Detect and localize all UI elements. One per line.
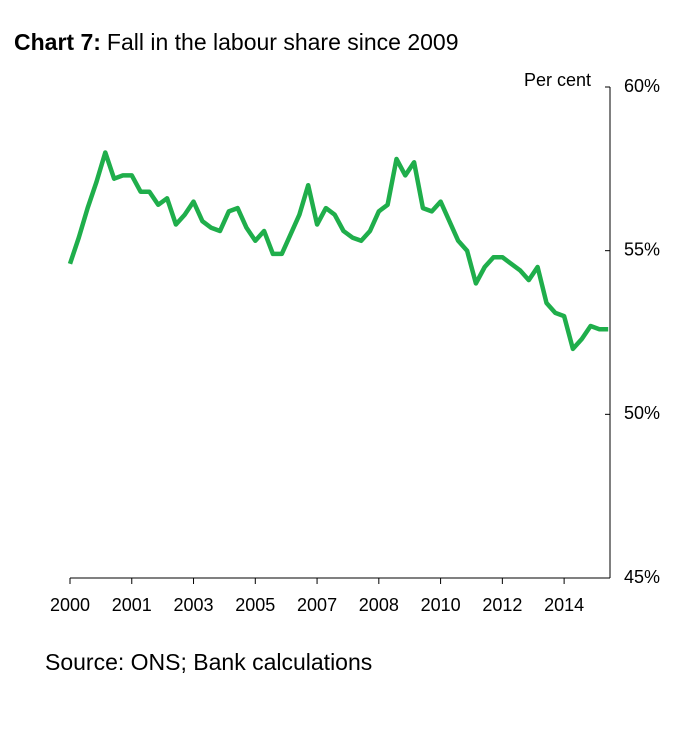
chart-title-label: Chart 7: [14,29,101,55]
y-tick-label: 50% [624,403,660,423]
y-tick-label: 60% [624,76,660,96]
y-axis-label: Per cent [524,70,591,90]
y-tick-label: 55% [624,239,660,259]
x-tick-label: 2000 [50,595,90,615]
x-tick-label: 2005 [235,595,275,615]
x-tick-label: 2010 [421,595,461,615]
x-tick-label: 2003 [174,595,214,615]
x-tick-label: 2014 [544,595,584,615]
x-tick-label: 2007 [297,595,337,615]
x-tick-label: 2008 [359,595,399,615]
x-tick-label: 2012 [482,595,522,615]
chart-title: Fall in the labour share since 2009 [107,29,459,55]
data-line [67,150,609,352]
x-tick-label: 2001 [112,595,152,615]
source-note: Source: ONS; Bank calculations [45,649,372,675]
chart-title-group: Chart 7: Fall in the labour share since 2… [14,29,459,55]
y-tick-label: 45% [624,567,660,587]
